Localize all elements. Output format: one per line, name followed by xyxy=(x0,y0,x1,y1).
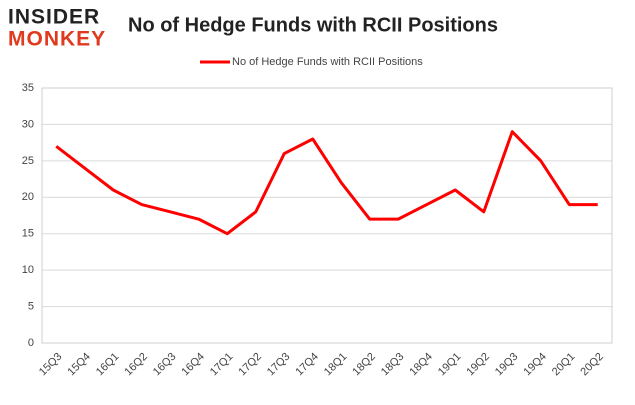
x-tick-label: 16Q3 xyxy=(151,351,179,379)
line-series xyxy=(55,130,598,236)
logo-top: INSIDER xyxy=(8,6,100,29)
x-tick-label: 18Q4 xyxy=(407,351,435,379)
x-tick-label: 18Q1 xyxy=(322,351,350,379)
y-tick-label: 5 xyxy=(28,300,34,312)
x-tick-label: 19Q4 xyxy=(521,351,549,379)
y-tick-label: 10 xyxy=(22,264,34,276)
plot-border xyxy=(41,87,613,344)
y-tick-label: 20 xyxy=(22,191,34,203)
x-tick-label: 17Q3 xyxy=(265,351,293,379)
y-tick-label: 0 xyxy=(28,337,34,349)
x-tick-label: 17Q2 xyxy=(236,351,264,379)
x-tick-label: 20Q1 xyxy=(550,351,578,379)
x-tick-label: 15Q4 xyxy=(65,351,93,379)
x-tick-label: 15Q3 xyxy=(37,351,65,379)
x-tick-label: 17Q1 xyxy=(208,351,236,379)
y-tick-label: 35 xyxy=(22,82,34,94)
x-tick-label: 16Q4 xyxy=(179,351,207,379)
legend-label: No of Hedge Funds with RCII Positions xyxy=(232,56,423,68)
x-tick-label: 20Q2 xyxy=(578,351,606,379)
y-tick-label: 30 xyxy=(22,118,34,130)
x-tick-label: 19Q3 xyxy=(493,351,521,379)
y-tick-label: 25 xyxy=(22,155,34,167)
x-tick-label: 17Q4 xyxy=(293,351,321,379)
logo-bottom: MONKEY xyxy=(8,28,106,51)
x-tick-label: 18Q3 xyxy=(379,351,407,379)
x-tick-label: 19Q2 xyxy=(464,351,492,379)
x-tick-label: 18Q2 xyxy=(350,351,378,379)
chart-title: No of Hedge Funds with RCII Positions xyxy=(128,14,498,36)
x-tick-label: 16Q1 xyxy=(94,351,122,379)
x-tick-label: 16Q2 xyxy=(122,351,150,379)
x-tick-label: 19Q1 xyxy=(436,351,464,379)
y-tick-label: 15 xyxy=(22,228,34,240)
